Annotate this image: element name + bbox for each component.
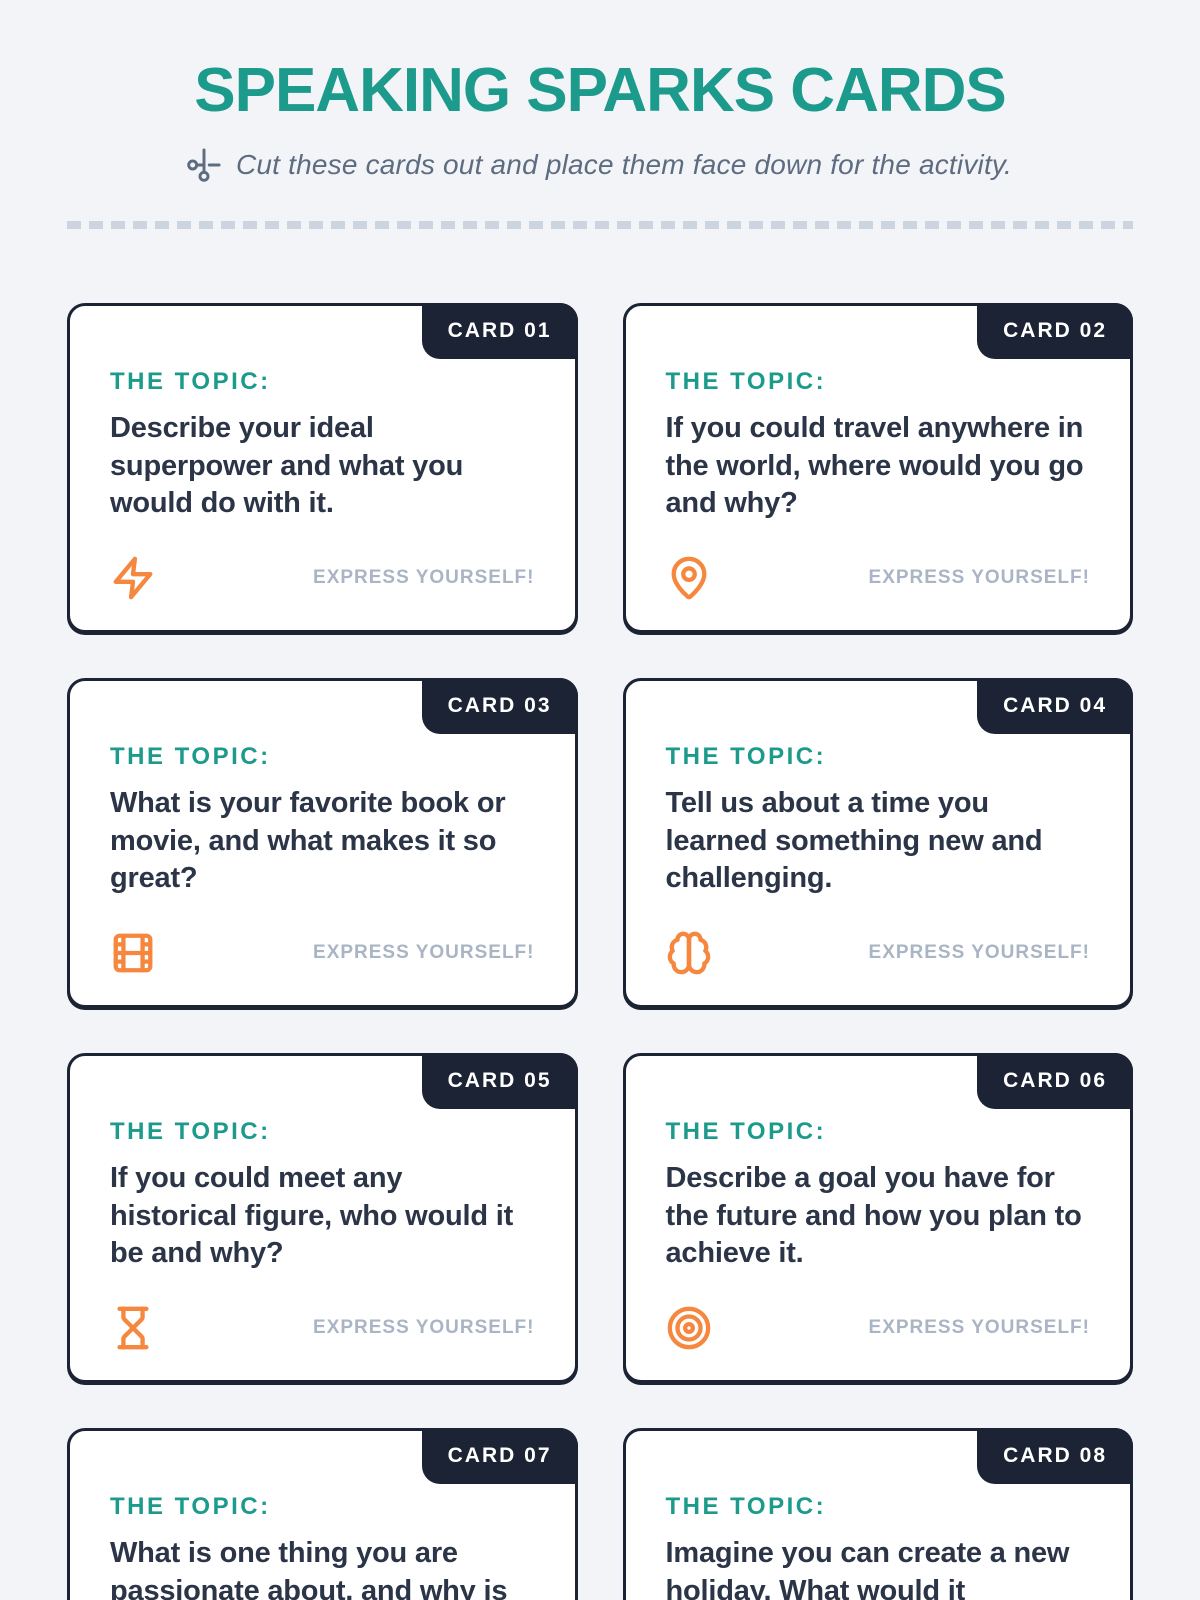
topic-text: What is your favorite book or movie, and… bbox=[110, 787, 506, 895]
card-footer: EXPRESS YOURSELF! bbox=[110, 929, 535, 977]
topic-text: If you could meet any historical figure,… bbox=[110, 1162, 514, 1270]
card-number-badge: CARD 04 bbox=[977, 678, 1133, 735]
topic-text: Tell us about a time you learned somethi… bbox=[665, 787, 1043, 895]
topic-label: THE TOPIC: bbox=[665, 1118, 827, 1146]
express-yourself-label: EXPRESS YOURSELF! bbox=[313, 942, 535, 964]
cut-line-divider bbox=[67, 221, 1133, 230]
express-yourself-label: EXPRESS YOURSELF! bbox=[313, 567, 535, 589]
express-yourself-label: EXPRESS YOURSELF! bbox=[868, 567, 1090, 589]
card-number-badge: CARD 02 bbox=[977, 303, 1133, 360]
topic-label: THE TOPIC: bbox=[665, 743, 827, 771]
map-pin-icon bbox=[666, 555, 712, 601]
topic-label: THE TOPIC: bbox=[665, 1493, 827, 1521]
topic-text: Describe a goal you have for the future … bbox=[665, 1162, 1082, 1270]
speaking-card: CARD 04 THE TOPIC: Tell us about a time … bbox=[622, 678, 1133, 1009]
hourglass-icon bbox=[110, 1305, 156, 1351]
speaking-card: CARD 05 THE TOPIC: If you could meet any… bbox=[67, 1053, 578, 1384]
speaking-card: CARD 07 THE TOPIC: What is one thing you… bbox=[67, 1428, 578, 1600]
page-title: SPEAKING SPARKS CARDS bbox=[194, 56, 1007, 125]
card-footer: EXPRESS YOURSELF! bbox=[666, 929, 1091, 977]
topic-text: What is one thing you are passionate abo… bbox=[110, 1537, 508, 1600]
express-yourself-label: EXPRESS YOURSELF! bbox=[868, 1317, 1090, 1339]
speaking-card: CARD 08 THE TOPIC: Imagine you can creat… bbox=[622, 1428, 1133, 1600]
express-yourself-label: EXPRESS YOURSELF! bbox=[868, 942, 1090, 964]
page-subtitle-row: Cut these cards out and place them face … bbox=[0, 148, 1200, 182]
speaking-card: CARD 02 THE TOPIC: If you could travel a… bbox=[622, 303, 1133, 634]
card-footer: EXPRESS YOURSELF! bbox=[666, 554, 1091, 602]
topic-label: THE TOPIC: bbox=[665, 368, 827, 396]
card-footer: EXPRESS YOURSELF! bbox=[666, 1304, 1091, 1352]
speaking-card: CARD 03 THE TOPIC: What is your favorite… bbox=[67, 678, 578, 1009]
card-number-badge: CARD 06 bbox=[977, 1053, 1133, 1110]
film-icon bbox=[110, 930, 156, 976]
topic-label: THE TOPIC: bbox=[110, 743, 271, 771]
target-icon bbox=[666, 1305, 712, 1351]
page-header: SPEAKING SPARKS CARDS Cut these cards ou… bbox=[0, 0, 1200, 182]
topic-text: Imagine you can create a new holiday. Wh… bbox=[665, 1537, 1070, 1600]
card-number-badge: CARD 03 bbox=[421, 678, 578, 735]
topic-label: THE TOPIC: bbox=[110, 1493, 271, 1521]
card-number-badge: CARD 05 bbox=[421, 1053, 578, 1110]
express-yourself-label: EXPRESS YOURSELF! bbox=[313, 1317, 535, 1339]
card-number-badge: CARD 08 bbox=[977, 1428, 1133, 1485]
brain-icon bbox=[666, 930, 712, 976]
topic-label: THE TOPIC: bbox=[110, 1118, 271, 1146]
topic-text: If you could travel anywhere in the worl… bbox=[665, 412, 1084, 520]
card-number-badge: CARD 07 bbox=[421, 1428, 578, 1485]
scissors-icon bbox=[181, 142, 226, 187]
cards-grid: CARD 01 THE TOPIC: Describe your ideal s… bbox=[67, 303, 1133, 1600]
topic-label: THE TOPIC: bbox=[110, 368, 271, 396]
zap-icon bbox=[110, 555, 156, 601]
card-number-badge: CARD 01 bbox=[421, 303, 578, 360]
page-subtitle: Cut these cards out and place them face … bbox=[235, 149, 1013, 181]
topic-text: Describe your ideal superpower and what … bbox=[110, 412, 464, 520]
card-footer: EXPRESS YOURSELF! bbox=[110, 554, 535, 602]
speaking-card: CARD 01 THE TOPIC: Describe your ideal s… bbox=[67, 303, 578, 634]
speaking-card: CARD 06 THE TOPIC: Describe a goal you h… bbox=[622, 1053, 1133, 1384]
card-footer: EXPRESS YOURSELF! bbox=[110, 1304, 535, 1352]
